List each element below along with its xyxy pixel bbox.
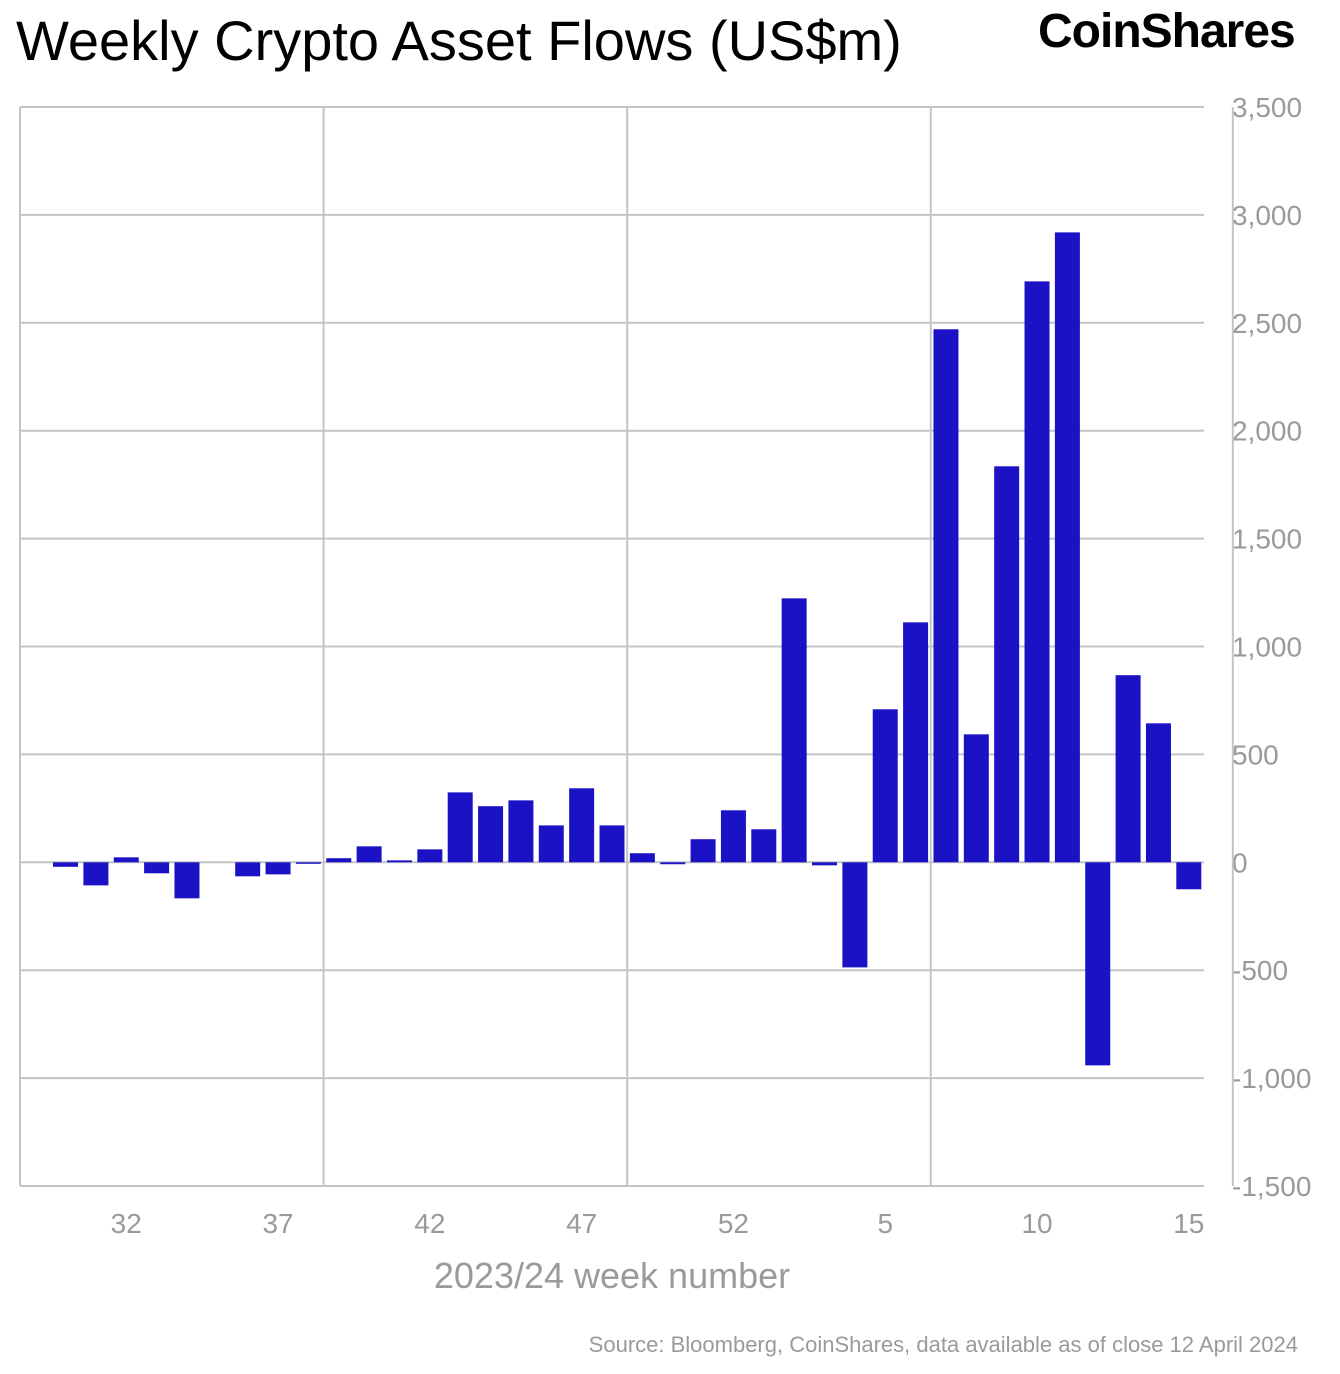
bar-week-8 bbox=[963, 734, 989, 863]
y-tick-label: 2,000 bbox=[1232, 416, 1302, 447]
y-tick-label: -500 bbox=[1232, 955, 1288, 986]
bar-week-43 bbox=[447, 792, 473, 863]
y-tick-label: 1,000 bbox=[1232, 632, 1302, 663]
bar-week-34 bbox=[174, 862, 200, 899]
bar-week-36 bbox=[235, 862, 261, 877]
y-tick-label: -1,000 bbox=[1232, 1063, 1311, 1094]
bar-week-2 bbox=[781, 598, 807, 863]
x-tick-label: 52 bbox=[718, 1208, 749, 1239]
bar-week-40 bbox=[356, 846, 382, 863]
bar-week-7 bbox=[933, 329, 959, 863]
bar-week-48 bbox=[599, 825, 625, 863]
x-tick-label: 47 bbox=[566, 1208, 597, 1239]
bar-week-4 bbox=[842, 862, 868, 968]
y-tick-label: 1,500 bbox=[1232, 524, 1302, 555]
x-tick-label: 10 bbox=[1021, 1208, 1052, 1239]
chart-title: Weekly Crypto Asset Flows (US$m) bbox=[16, 9, 902, 72]
bar-week-13 bbox=[1115, 675, 1141, 863]
bar-week-3 bbox=[812, 862, 838, 866]
x-axis-label: 2023/24 week number bbox=[434, 1255, 790, 1296]
bar-week-45 bbox=[508, 800, 534, 863]
bar-week-33 bbox=[144, 862, 170, 874]
bar-week-41 bbox=[386, 860, 412, 863]
y-tick-label: 3,000 bbox=[1232, 200, 1302, 231]
bar-week-38 bbox=[295, 862, 321, 864]
bar-week-50 bbox=[660, 862, 686, 865]
bar-week-15 bbox=[1176, 862, 1202, 890]
bar-week-42 bbox=[417, 849, 443, 863]
y-tick-label: 0 bbox=[1232, 847, 1248, 878]
y-tick-label: -1,500 bbox=[1232, 1171, 1311, 1202]
bar-week-12 bbox=[1085, 862, 1111, 1066]
coinshares-logo: CoinShares bbox=[1038, 5, 1296, 58]
bar-week-6 bbox=[903, 622, 929, 863]
y-tick-label: 3,500 bbox=[1232, 92, 1302, 123]
bar-week-49 bbox=[629, 853, 655, 863]
bar-week-46 bbox=[538, 825, 564, 863]
x-tick-label: 32 bbox=[111, 1208, 142, 1239]
y-tick-label: 2,500 bbox=[1232, 308, 1302, 339]
bar-week-11 bbox=[1054, 232, 1080, 863]
bar-week-30 bbox=[53, 862, 79, 867]
bar-week-47 bbox=[569, 788, 595, 863]
bar-week-37 bbox=[265, 862, 291, 875]
x-tick-label: 15 bbox=[1173, 1208, 1204, 1239]
bar-week-39 bbox=[326, 858, 352, 863]
bar-week-32 bbox=[113, 857, 139, 863]
bar-week-10 bbox=[1024, 281, 1050, 863]
x-tick-label: 5 bbox=[877, 1208, 893, 1239]
bar-week-9 bbox=[994, 466, 1020, 863]
source-note: Source: Bloomberg, CoinShares, data avai… bbox=[588, 1332, 1298, 1357]
bar-week-44 bbox=[478, 806, 504, 863]
bar-week-1 bbox=[751, 829, 777, 863]
bar-week-31 bbox=[83, 862, 109, 886]
x-tick-label: 42 bbox=[414, 1208, 445, 1239]
bar-week-5 bbox=[872, 709, 898, 863]
bar-week-52 bbox=[720, 810, 746, 863]
x-tick-label: 37 bbox=[262, 1208, 293, 1239]
y-tick-label: 500 bbox=[1232, 739, 1279, 770]
bar-week-51 bbox=[690, 839, 716, 863]
bar-week-14 bbox=[1145, 723, 1171, 863]
